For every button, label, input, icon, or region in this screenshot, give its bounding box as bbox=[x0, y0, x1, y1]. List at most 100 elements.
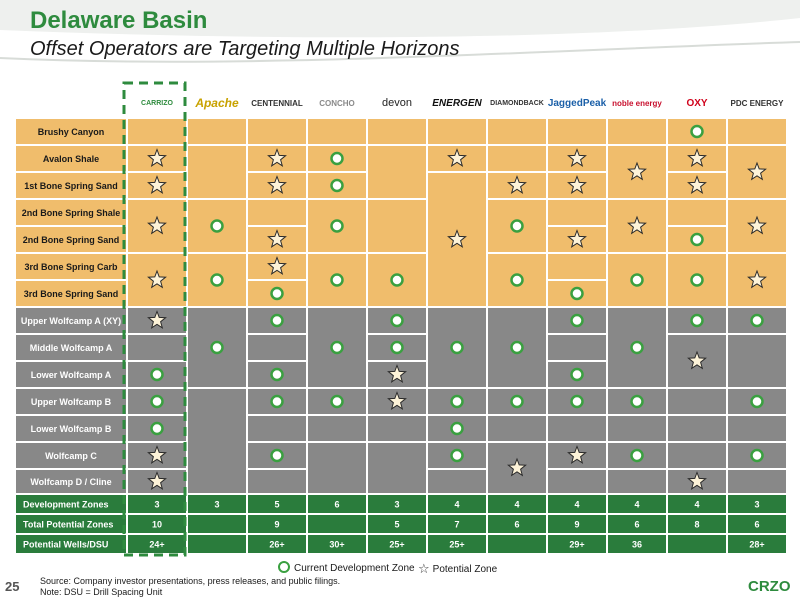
page-subtitle: Offset Operators are Targeting Multiple … bbox=[30, 38, 460, 60]
matrix-cell bbox=[368, 416, 426, 441]
development-zone-circle-icon bbox=[150, 421, 164, 436]
cell-fill bbox=[248, 416, 306, 441]
matrix-cell bbox=[248, 335, 306, 360]
summary-cell bbox=[248, 535, 306, 553]
potential-zone-star-icon bbox=[747, 215, 767, 235]
summary-value: 25+ bbox=[389, 540, 404, 550]
matrix-cell bbox=[548, 416, 606, 441]
development-zone-circle-icon bbox=[150, 394, 164, 409]
cell-fill bbox=[608, 470, 666, 493]
matrix-cell bbox=[668, 119, 726, 144]
matrix-cell bbox=[128, 443, 186, 468]
matrix-cell bbox=[248, 362, 306, 387]
operator-logo: JaggedPeak bbox=[547, 97, 607, 109]
summary-value: 8 bbox=[694, 520, 699, 530]
page-number: 25 bbox=[5, 579, 20, 594]
cell-fill bbox=[428, 470, 486, 493]
cell-fill bbox=[548, 470, 606, 493]
summary-label: Potential Wells/DSU bbox=[23, 540, 108, 550]
cell-fill bbox=[488, 416, 546, 441]
development-zone-circle-icon bbox=[630, 394, 644, 409]
matrix-cell bbox=[728, 308, 786, 333]
matrix-cell bbox=[608, 200, 666, 252]
matrix-cell bbox=[728, 200, 786, 252]
matrix-cell bbox=[548, 389, 606, 414]
zone-name: 1st Bone Spring Sand bbox=[24, 181, 118, 191]
operator-logo: PDC ENERGY bbox=[730, 98, 784, 108]
potential-zone-star-icon bbox=[447, 148, 467, 167]
potential-zone-star-icon bbox=[147, 445, 167, 464]
zone-name: Wolfcamp C bbox=[45, 451, 97, 461]
summary-value: 9 bbox=[574, 520, 579, 530]
matrix-cell bbox=[128, 200, 186, 252]
summary-label-cell bbox=[16, 495, 126, 513]
summary-cell bbox=[368, 535, 426, 553]
cell-fill bbox=[548, 416, 606, 441]
summary-cell bbox=[728, 535, 786, 553]
potential-zone-star-icon bbox=[507, 175, 527, 194]
matrix-cell bbox=[188, 389, 246, 493]
summary-label: Total Potential Zones bbox=[23, 520, 113, 530]
potential-zone-star-icon bbox=[147, 269, 167, 289]
page-title: Delaware Basin bbox=[30, 7, 208, 34]
summary-cell bbox=[308, 515, 366, 533]
development-zone-circle-icon bbox=[330, 273, 344, 287]
empty-cell bbox=[488, 119, 546, 144]
summary-value: 9 bbox=[274, 520, 279, 530]
summary-value: 24+ bbox=[149, 540, 164, 550]
legend-star: ☆ Potential Zone bbox=[418, 561, 497, 577]
matrix-cell bbox=[668, 200, 726, 225]
development-zone-circle-icon bbox=[570, 313, 584, 328]
summary-value: 5 bbox=[394, 520, 399, 530]
summary-cell bbox=[128, 495, 186, 513]
zone-row-label: Brushy Canyon bbox=[16, 119, 126, 144]
cell-fill bbox=[248, 200, 306, 225]
matrix-cell bbox=[308, 146, 366, 171]
summary-value: 6 bbox=[634, 520, 639, 530]
matrix-cell bbox=[128, 416, 186, 441]
summary-value: 29+ bbox=[569, 540, 584, 550]
zone-name: 3rd Bone Spring Carb bbox=[24, 262, 118, 272]
development-zone-circle-icon bbox=[270, 313, 284, 328]
summary-cell bbox=[248, 515, 306, 533]
cell-fill bbox=[368, 146, 426, 198]
cell-fill bbox=[668, 443, 726, 468]
development-zone-circle-icon bbox=[210, 340, 224, 355]
zone-name: Avalon Shale bbox=[43, 154, 99, 164]
potential-zone-star-icon bbox=[147, 175, 167, 194]
matrix-cell bbox=[248, 308, 306, 333]
matrix-cell bbox=[248, 227, 306, 252]
matrix-cell bbox=[248, 173, 306, 198]
matrix-cell bbox=[128, 173, 186, 198]
matrix-cell bbox=[548, 254, 606, 279]
matrix-cell bbox=[248, 200, 306, 225]
summary-cell bbox=[548, 535, 606, 553]
zone-row-label: Lower Wolfcamp B bbox=[16, 416, 126, 441]
development-zone-circle-icon bbox=[690, 273, 704, 287]
development-zone-circle-icon bbox=[150, 367, 164, 382]
matrix-cell bbox=[608, 470, 666, 493]
summary-cell bbox=[368, 495, 426, 513]
development-zone-circle-icon bbox=[690, 313, 704, 328]
matrix-cell bbox=[548, 146, 606, 171]
summary-label-cell bbox=[16, 535, 126, 553]
matrix-cell bbox=[488, 416, 546, 441]
cell-fill bbox=[608, 416, 666, 441]
cell-fill bbox=[308, 416, 366, 441]
matrix-cell bbox=[368, 443, 426, 493]
summary-value: 4 bbox=[574, 500, 579, 510]
summary-value: 6 bbox=[514, 520, 519, 530]
development-zone-circle-icon bbox=[390, 340, 404, 355]
matrix-cell bbox=[128, 470, 186, 493]
matrix-cell bbox=[368, 389, 426, 414]
matrix-cell bbox=[308, 200, 366, 252]
matrix-cell bbox=[128, 308, 186, 333]
development-zone-circle-icon bbox=[510, 340, 524, 355]
summary-cell bbox=[608, 535, 666, 553]
potential-zone-star-icon bbox=[567, 445, 587, 464]
matrix-cell bbox=[668, 335, 726, 387]
operator-logo: ENERGEN bbox=[432, 97, 482, 109]
operator-logo: CARRIZO bbox=[141, 99, 173, 107]
development-zone-circle-icon bbox=[330, 340, 344, 355]
